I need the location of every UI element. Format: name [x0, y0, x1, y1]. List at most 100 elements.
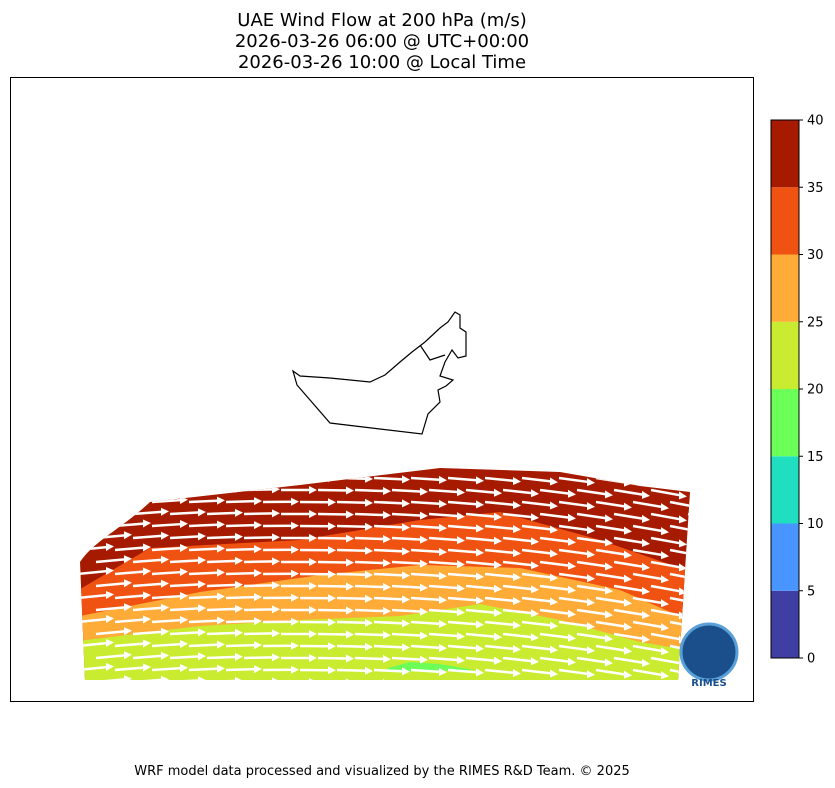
arrow-head [328, 498, 336, 507]
arrow-head [661, 503, 669, 512]
wind-arrow [669, 548, 690, 557]
arrow-head [550, 645, 558, 654]
arrow-head [568, 682, 576, 690]
wind-arrow [373, 668, 405, 673]
wind-arrow [114, 618, 146, 624]
arrow-head [550, 525, 558, 534]
wind-arrow [336, 620, 368, 625]
wind-arrow [484, 524, 516, 531]
wind-arrow [687, 560, 690, 570]
wind-arrow [577, 682, 607, 686]
arrow-head [161, 627, 169, 636]
arrow-head [642, 562, 650, 571]
arrow-head [161, 579, 169, 588]
arrow-head [383, 631, 391, 640]
wind-arrow [632, 548, 664, 557]
arrow-head [476, 548, 484, 557]
wind-arrow [669, 524, 690, 533]
wind-arrow [465, 488, 497, 494]
arrow-head [624, 622, 632, 631]
arrow-head [272, 677, 280, 680]
wind-arrow [484, 548, 516, 555]
wind-arrow [373, 476, 405, 481]
colorbar-segment [771, 120, 799, 188]
colorbar-segment [771, 456, 799, 524]
wind-arrow [595, 500, 627, 508]
colorbar-tick-label: 30 [807, 248, 824, 263]
wind-arrow [225, 595, 257, 600]
wind-arrow [521, 644, 553, 651]
arrow-head [513, 548, 521, 557]
wind-arrow [428, 656, 460, 662]
wind-arrow [206, 535, 238, 540]
wind-arrow [151, 570, 183, 576]
wind-arrow [410, 620, 442, 626]
arrow-head [328, 618, 336, 627]
wind-arrow [95, 581, 127, 588]
wind-arrow [114, 546, 146, 552]
wind-arrow [595, 548, 627, 556]
wind-arrow [576, 632, 608, 640]
wind-arrow [502, 512, 534, 519]
wind-arrow [354, 656, 386, 661]
wind-arrow [318, 682, 348, 683]
wind-arrow [373, 620, 405, 625]
arrow-head [180, 592, 188, 601]
arrow-head [476, 572, 484, 581]
arrow-head [698, 552, 706, 560]
arrow-head [605, 610, 613, 619]
wind-arrow [558, 572, 590, 580]
arrow-head [309, 509, 317, 518]
arrow-head [346, 630, 354, 639]
wind-arrow [521, 620, 553, 627]
arrow-head [513, 620, 521, 629]
arrow-head [402, 619, 410, 628]
wind-arrow [80, 593, 109, 600]
arrow-head [161, 675, 169, 680]
wind-arrow [243, 584, 275, 588]
country-outline [291, 311, 467, 435]
wind-arrow [650, 656, 682, 665]
arrow-head [624, 574, 632, 583]
arrow-head [661, 551, 669, 560]
arrow-head [365, 618, 373, 627]
arrow-head [309, 605, 317, 614]
logo-text: RIMES [691, 678, 726, 689]
arrow-head [309, 629, 317, 638]
arrow-head [605, 682, 613, 690]
wind-arrow [243, 488, 275, 492]
wind-arrow [169, 487, 201, 492]
arrow-head [402, 667, 410, 676]
arrow-head [624, 502, 632, 511]
arrow-head [679, 491, 687, 500]
arrow-head [106, 518, 114, 527]
wind-arrow [188, 571, 220, 576]
arrow-head [550, 621, 558, 630]
arrow-head [698, 576, 706, 584]
arrow-head [476, 596, 484, 605]
arrow-head [494, 584, 502, 593]
wind-arrow [650, 584, 682, 593]
arrow-head [439, 667, 447, 676]
colorbar-tick-label: 20 [807, 383, 824, 398]
arrow-head [439, 595, 447, 604]
arrow-head [624, 526, 632, 535]
arrow-head [494, 512, 502, 521]
wind-field [80, 468, 706, 690]
arrow-head [217, 544, 225, 553]
wind-arrow [373, 524, 405, 529]
arrow-head [180, 472, 188, 481]
arrow-head [587, 502, 595, 511]
wind-arrow [576, 488, 608, 496]
wind-arrow [373, 644, 405, 649]
wind-arrow [336, 524, 368, 529]
wind-arrow [95, 485, 127, 492]
colorbar-tick-label: 40 [807, 114, 824, 129]
wind-arrow [632, 644, 664, 653]
colorbar-segment [771, 389, 799, 457]
wind-arrow [521, 476, 553, 483]
arrow-head [143, 663, 151, 672]
arrow-head [328, 642, 336, 651]
wind-arrow [188, 547, 220, 552]
wind-arrow [539, 584, 571, 592]
